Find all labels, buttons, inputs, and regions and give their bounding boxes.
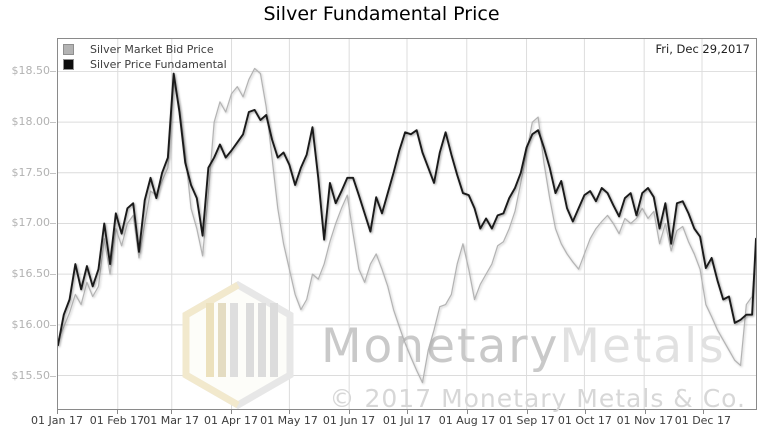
x-axis-label: 01 Mar 17 bbox=[143, 414, 199, 427]
x-axis-tick bbox=[231, 410, 233, 414]
watermark-brand-primary: Monetary bbox=[321, 319, 560, 374]
x-axis-label: 01 May 17 bbox=[260, 414, 318, 427]
x-axis-label: 01 Jan 17 bbox=[31, 414, 83, 427]
x-axis-label: 01 Nov 17 bbox=[616, 414, 674, 427]
y-axis-tick bbox=[50, 274, 56, 276]
date-annotation: Fri, Dec 29,2017 bbox=[655, 42, 750, 56]
x-axis-label: 01 Sep 17 bbox=[499, 414, 555, 427]
legend-label-fundamental: Silver Price Fundamental bbox=[90, 58, 227, 71]
x-axis-tick bbox=[466, 410, 468, 414]
watermark-copyright: © 2017 Monetary Metals & Co. bbox=[329, 384, 746, 413]
y-axis-tick bbox=[50, 223, 56, 225]
x-axis-label: 01 Feb 17 bbox=[89, 414, 145, 427]
x-axis-tick bbox=[526, 410, 528, 414]
y-axis-label: $18.00 bbox=[11, 114, 51, 128]
x-axis-label: 01 Apr 17 bbox=[204, 414, 259, 427]
y-axis-tick bbox=[50, 172, 56, 174]
price-series-plot bbox=[58, 67, 756, 384]
x-axis-tick bbox=[57, 410, 58, 414]
x-axis-tick bbox=[407, 410, 408, 414]
y-axis-label: $15.50 bbox=[11, 369, 51, 383]
x-axis-tick bbox=[116, 410, 118, 414]
fundamental-swatch-icon bbox=[63, 59, 74, 70]
series-line-market-bid bbox=[58, 67, 756, 384]
x-axis-tick bbox=[584, 410, 586, 414]
legend-item-market-bid: Silver Market Bid Price bbox=[63, 42, 227, 57]
x-axis-tick bbox=[348, 410, 350, 414]
watermark-brand: MonetaryMetals bbox=[321, 321, 726, 373]
watermark-brand-secondary: Metals bbox=[559, 319, 726, 374]
plot-grid bbox=[58, 39, 756, 409]
y-axis-label: $16.50 bbox=[11, 267, 51, 281]
y-axis-label: $18.50 bbox=[11, 63, 51, 77]
page-title: Silver Fundamental Price bbox=[263, 3, 500, 25]
series-line-fundamental bbox=[58, 72, 756, 347]
legend-item-fundamental: Silver Price Fundamental bbox=[63, 57, 227, 72]
x-axis-tick bbox=[289, 410, 291, 414]
x-axis-label: 01 Oct 17 bbox=[557, 414, 612, 427]
plot-area: MonetaryMetals © 2017 Monetary Metals & … bbox=[57, 38, 757, 413]
y-axis-label: $16.00 bbox=[11, 318, 51, 332]
x-axis-label: 01 Dec 17 bbox=[674, 414, 731, 427]
x-axis-tick bbox=[171, 410, 173, 414]
x-axis-tick bbox=[702, 410, 704, 414]
legend-label-market-bid: Silver Market Bid Price bbox=[90, 43, 214, 56]
y-axis-tick bbox=[50, 325, 56, 327]
y-axis-label: $17.00 bbox=[11, 216, 51, 230]
x-axis-tick bbox=[644, 410, 646, 414]
legend: Silver Market Bid Price Silver Price Fun… bbox=[63, 42, 227, 72]
x-axis-label: 01 Jun 17 bbox=[322, 414, 376, 427]
monetary-metals-logo-icon bbox=[182, 280, 294, 410]
market-bid-swatch-icon bbox=[63, 44, 74, 55]
y-axis-tick bbox=[50, 121, 56, 123]
y-axis-label: $17.50 bbox=[11, 165, 51, 179]
y-axis-tick bbox=[50, 376, 56, 378]
y-axis-tick bbox=[50, 70, 56, 72]
x-axis-label: 01 Jul 17 bbox=[382, 414, 432, 427]
x-axis-label: 01 Aug 17 bbox=[438, 414, 496, 427]
